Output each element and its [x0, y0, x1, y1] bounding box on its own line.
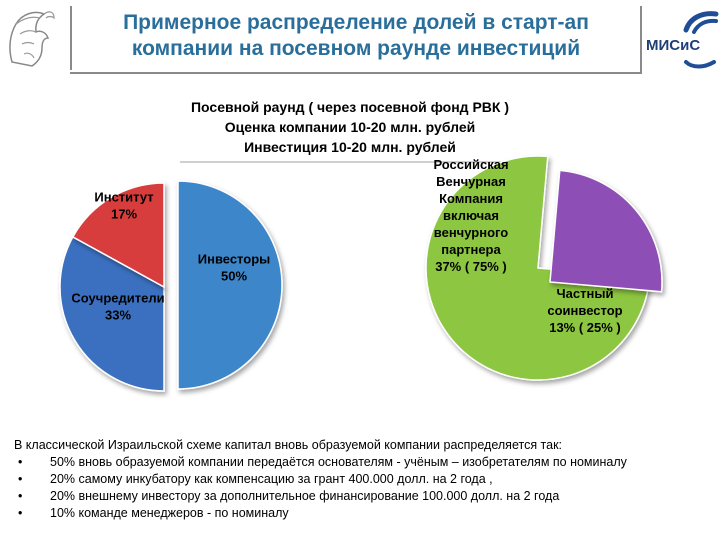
bullet-item: • 20% самому инкубатору как компенсацию з… [14, 471, 720, 488]
title-bottom-bar [70, 72, 642, 74]
slice-label: Институт 17% [94, 190, 153, 222]
misis-logo: МИСиС [646, 6, 724, 72]
bullet-text: 50% вновь образуемой компании передаётся… [50, 455, 627, 469]
bullet-dot: • [18, 472, 23, 486]
pie-slice [59, 235, 165, 392]
helmet-logo-icon [9, 11, 55, 67]
pie-slice [71, 182, 165, 289]
title-line-2: компании на посевном раунде инвестиций [131, 37, 581, 60]
bullet-dot: • [18, 455, 23, 469]
footer-intro: В классической Израильской схеме капитал… [14, 438, 563, 452]
title-right-bar [640, 6, 642, 74]
slice-label: Российская Венчурная Компания включая венчур… [433, 157, 508, 274]
subtitle-line-1: Посевной раунд ( через посевной фонд РВК… [190, 99, 510, 115]
bullet-text: 10% команде менеджеров - по номиналу [50, 506, 289, 520]
slice-label: Частный соинвестор 13% ( 25% ) [547, 286, 622, 335]
chart-subtitle: Посевной раунд ( через посевной фонд РВК… [140, 97, 560, 157]
bullet-dot: • [18, 506, 23, 520]
bullet-item: • 20% внешнему инвестору за дополнительно… [14, 488, 720, 505]
subtitle-line-2: Оценка компании 10-20 млн. рублей [224, 119, 476, 135]
bullet-item: • 50% вновь образуемой компании передаётс… [14, 454, 720, 471]
pie-slice [177, 180, 283, 390]
misis-logo-arcs-icon [683, 11, 719, 69]
slice-label: Инвесторы 50% [198, 252, 270, 284]
slide-title: Примерное распределение долей в старт-ап… [76, 10, 636, 62]
title-line-1: Примерное распределение долей в старт-ап [123, 11, 589, 34]
pie-charts: Инвесторы 50% Соучредители 33% Институт 17% Ро… [59, 155, 663, 392]
bullet-item: • 10% команде менеджеров - по номиналу [14, 505, 720, 522]
slice-label: Соучредители 33% [71, 291, 164, 323]
bullet-dot: • [18, 489, 23, 503]
footer-text: В классической Израильской схеме капитал… [14, 437, 720, 522]
misis-logo-text: МИСиС [646, 37, 701, 54]
pie-slice [425, 155, 651, 381]
bullet-text: 20% самому инкубатору как компенсацию за… [50, 472, 493, 486]
subtitle-line-3: Инвестиция 10-20 млн. рублей [244, 139, 456, 155]
title-left-bar [70, 6, 72, 70]
pie-slice [549, 169, 663, 293]
bullet-text: 20% внешнему инвестору за дополнительное… [50, 489, 560, 503]
